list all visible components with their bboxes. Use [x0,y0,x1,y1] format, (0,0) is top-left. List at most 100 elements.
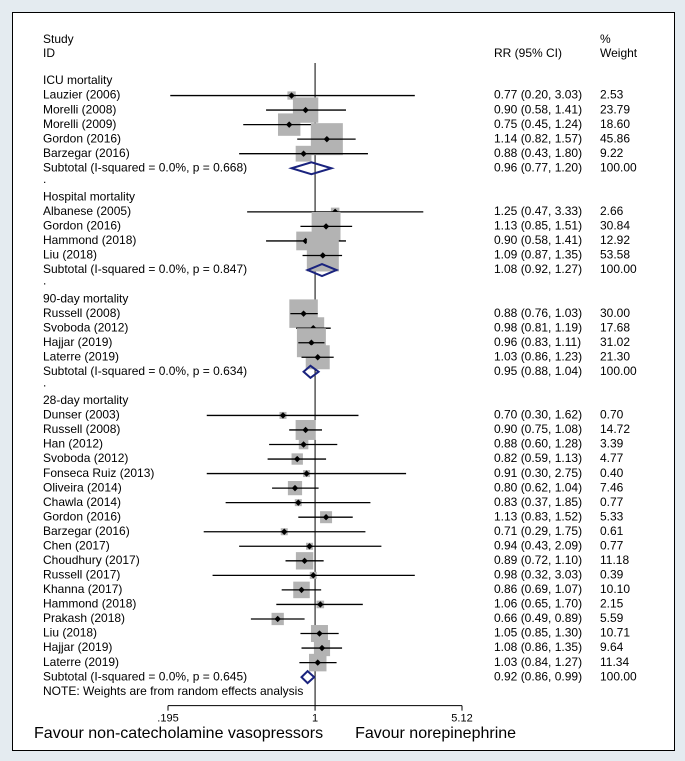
study-label: Hammond (2018) [43,597,136,611]
subtotal-label: Subtotal (I-squared = 0.0%, p = 0.847) [43,262,247,276]
weight-value: 53.58 [600,248,630,262]
study-label: Liu (2018) [43,626,97,640]
subtotal-diamond [300,669,316,685]
group-heading: 90-day mortality [43,291,128,305]
rr-ci-value: 1.03 (0.86, 1.23) [494,349,582,363]
study-label: Chen (2017) [43,538,110,552]
study-label: Morelli (2008) [43,102,116,116]
study-label: Oliveira (2014) [43,480,122,494]
weight-value: 45.86 [600,131,630,145]
weight-value: 2.66 [600,204,624,218]
study-label: Gordon (2016) [43,131,121,145]
study-label: Laterre (2019) [43,655,119,669]
rr-ci-value: 0.82 (0.59, 1.13) [494,451,582,465]
rr-ci-value: 0.88 (0.43, 1.80) [494,146,582,160]
point-estimate [279,412,287,419]
rr-ci-value: 0.70 (0.30, 1.62) [494,408,582,422]
weight-value: 9.22 [600,146,624,160]
weight-value: 100.00 [600,160,637,174]
rr-ci-value: 1.13 (0.83, 1.52) [494,509,582,523]
rr-ci-value: 0.75 (0.45, 1.24) [494,117,582,131]
point-estimate [314,354,321,361]
rr-ci-value: 0.98 (0.32, 3.03) [494,568,582,582]
point-estimate [294,455,301,463]
rr-ci-value: 0.83 (0.37, 1.85) [494,495,582,509]
weight-value: 4.77 [600,451,624,465]
weight-value: 3.39 [600,437,624,451]
point-estimate [302,106,309,114]
subtotal-label: Subtotal (I-squared = 0.0%, p = 0.668) [43,160,247,174]
rr-ci-value: 0.88 (0.76, 1.03) [494,306,582,320]
weight-value: 7.46 [600,480,624,494]
weight-value: 0.70 [600,408,624,422]
favour-right-label: Favour norepinephrine [355,725,516,742]
point-estimate [291,484,299,492]
rr-ci-value: 0.71 (0.29, 1.75) [494,524,582,538]
study-label: Barzegar (2016) [43,524,130,538]
study-label: Laterre (2019) [43,349,119,363]
header-study: Study [43,32,74,46]
weight-value: 9.64 [600,640,624,654]
study-label: Fonseca Ruiz (2013) [43,466,154,480]
point-estimate [306,543,313,550]
study-label: Dunser (2003) [43,408,120,422]
point-estimate [303,470,310,477]
study-label: Choudhury (2017) [43,553,140,567]
point-estimate [300,310,307,317]
rr-ci-value: 1.08 (0.86, 1.35) [494,640,582,654]
point-estimate [302,426,309,434]
study-label: Morelli (2009) [43,117,116,131]
subtotal-diamond [302,364,321,380]
header-id: ID [43,46,55,60]
rr-ci-value: 1.03 (0.84, 1.27) [494,655,582,669]
point-estimate [274,615,281,623]
point-estimate [323,135,331,143]
rr-ci-value: 0.88 (0.60, 1.28) [494,437,582,451]
point-estimate [318,644,326,652]
header-rr: RR (95% CI) [494,46,562,60]
weight-value: 2.53 [600,88,624,102]
study-label: Barzegar (2016) [43,146,130,160]
study-label: Hajjar (2019) [43,335,112,349]
rr-ci-value: 0.86 (0.69, 1.07) [494,582,582,596]
group-heading: 28-day mortality [43,393,128,407]
note-text: NOTE: Weights are from random effects an… [43,684,303,698]
study-label: Han (2012) [43,437,103,451]
point-estimate [310,572,317,579]
point-estimate [281,528,288,535]
rr-ci-value: 0.90 (0.75, 1.08) [494,422,582,436]
study-label: Svoboda (2012) [43,451,128,465]
point-estimate [285,121,293,128]
group-heading: Hospital mortality [43,189,135,203]
study-label: Svoboda (2012) [43,320,128,334]
point-estimate [288,92,295,99]
weight-value: 11.18 [600,553,629,567]
weight-value: 100.00 [600,262,637,276]
weight-value: 0.77 [600,495,624,509]
weight-value: 10.71 [600,626,630,640]
weight-value: 30.84 [600,219,630,233]
subtotal-label: Subtotal (I-squared = 0.0%, p = 0.634) [43,364,247,378]
study-label: Gordon (2016) [43,219,121,233]
study-label: Albanese (2005) [43,204,131,218]
weight-value: 10.10 [600,582,630,596]
group-separator: . [43,172,46,186]
header-weight: Weight [600,46,638,60]
weight-value: 0.40 [600,466,624,480]
point-estimate [300,441,307,448]
rr-ci-value: 1.06 (0.65, 1.70) [494,597,582,611]
weight-value: 0.61 [600,524,624,538]
point-estimate [316,630,323,637]
plot-frame: Study ID RR (95% CI)% Weight ICU mortality La… [12,12,675,751]
study-label: Chawla (2014) [43,495,121,509]
study-label: Russell (2017) [43,568,120,582]
point-estimate [322,223,330,230]
rr-ci-value: 0.95 (0.88, 1.04) [494,364,582,378]
point-estimate [319,252,327,259]
point-estimate [308,339,315,346]
weight-value: 2.15 [600,597,624,611]
point-estimate [314,659,321,666]
rr-ci-value: 0.90 (0.58, 1.41) [494,233,582,247]
point-estimate [295,499,302,506]
rr-ci-value: 0.80 (0.62, 1.04) [494,480,582,494]
